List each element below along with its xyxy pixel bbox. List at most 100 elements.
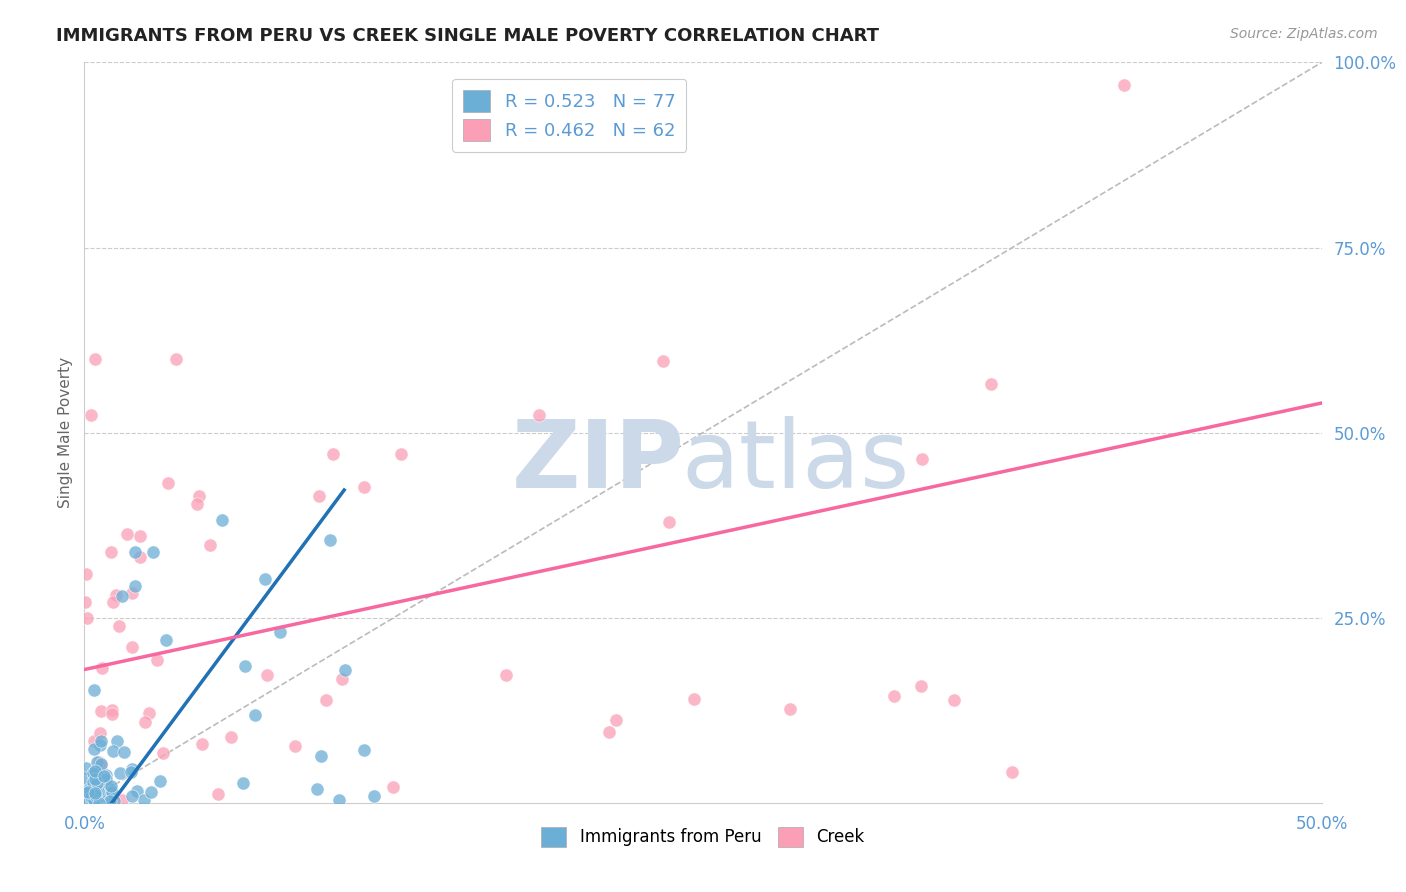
Point [658, 515, 681, 529]
Point [1112, 78, 1135, 92]
Point [105, 733, 128, 747]
Point [75, 795, 97, 809]
Point [883, 689, 905, 703]
Point [90, 661, 112, 675]
Point [309, 749, 332, 764]
Point [91, 783, 114, 797]
Point [121, 640, 143, 654]
Point [86, 774, 108, 789]
Point [101, 703, 124, 717]
Point [980, 377, 1002, 392]
Point [83, 352, 105, 367]
Point [191, 737, 214, 751]
Point [231, 776, 253, 790]
Point [89, 789, 111, 803]
Point [165, 351, 187, 366]
Point [149, 773, 172, 788]
Point [83, 793, 105, 807]
Point [651, 353, 673, 368]
Point [382, 780, 405, 795]
Point [84, 772, 107, 787]
Point [87, 774, 110, 789]
Point [76, 792, 98, 806]
Point [308, 489, 330, 503]
Point [269, 624, 291, 639]
Point [111, 793, 134, 807]
Point [353, 743, 375, 757]
Point [353, 479, 375, 493]
Point [96, 790, 118, 805]
Point [90, 705, 112, 719]
Point [90, 758, 112, 772]
Point [911, 451, 934, 466]
Point [89, 738, 111, 752]
Point [93, 769, 115, 783]
Text: Source: ZipAtlas.com: Source: ZipAtlas.com [1230, 27, 1378, 41]
Point [233, 658, 256, 673]
Point [121, 762, 143, 776]
Point [84, 772, 107, 786]
Text: atlas: atlas [682, 417, 910, 508]
Point [111, 589, 134, 603]
Point [139, 785, 162, 799]
Point [75, 796, 97, 810]
Point [145, 652, 167, 666]
Point [128, 549, 150, 564]
Point [87, 779, 110, 793]
Point [80, 784, 103, 798]
Point [134, 715, 156, 730]
Point [315, 693, 337, 707]
Point [305, 781, 328, 796]
Point [253, 572, 276, 586]
Point [683, 692, 706, 706]
Point [108, 618, 131, 632]
Point [84, 788, 107, 802]
Point [76, 611, 98, 625]
Point [103, 794, 125, 808]
Point [103, 595, 125, 609]
Point [115, 527, 138, 541]
Point [105, 588, 128, 602]
Point [84, 764, 107, 778]
Point [103, 744, 125, 758]
Point [90, 757, 112, 772]
Legend: Immigrants from Peru, Creek: Immigrants from Peru, Creek [534, 820, 872, 854]
Point [389, 447, 412, 461]
Point [84, 789, 107, 803]
Point [90, 734, 112, 748]
Point [87, 784, 110, 798]
Point [211, 513, 233, 527]
Point [120, 764, 142, 779]
Point [98, 795, 121, 809]
Point [79, 789, 101, 803]
Point [188, 489, 211, 503]
Point [186, 497, 208, 511]
Point [101, 706, 124, 721]
Point [73, 771, 96, 785]
Point [101, 785, 124, 799]
Point [84, 784, 107, 798]
Point [86, 766, 108, 780]
Point [86, 776, 108, 790]
Point [333, 663, 356, 677]
Point [83, 768, 105, 782]
Point [83, 683, 105, 698]
Point [129, 529, 152, 543]
Point [527, 408, 550, 422]
Point [84, 796, 107, 810]
Point [910, 679, 932, 693]
Point [79, 788, 101, 802]
Point [96, 768, 118, 782]
Point [94, 772, 117, 787]
Point [121, 789, 143, 804]
Point [124, 579, 146, 593]
Point [284, 739, 307, 753]
Point [96, 777, 118, 791]
Point [152, 746, 174, 760]
Point [256, 668, 278, 682]
Point [77, 793, 100, 807]
Point [80, 795, 103, 809]
Point [363, 789, 385, 803]
Text: IMMIGRANTS FROM PERU VS CREEK SINGLE MALE POVERTY CORRELATION CHART: IMMIGRANTS FROM PERU VS CREEK SINGLE MAL… [56, 27, 879, 45]
Point [132, 793, 155, 807]
